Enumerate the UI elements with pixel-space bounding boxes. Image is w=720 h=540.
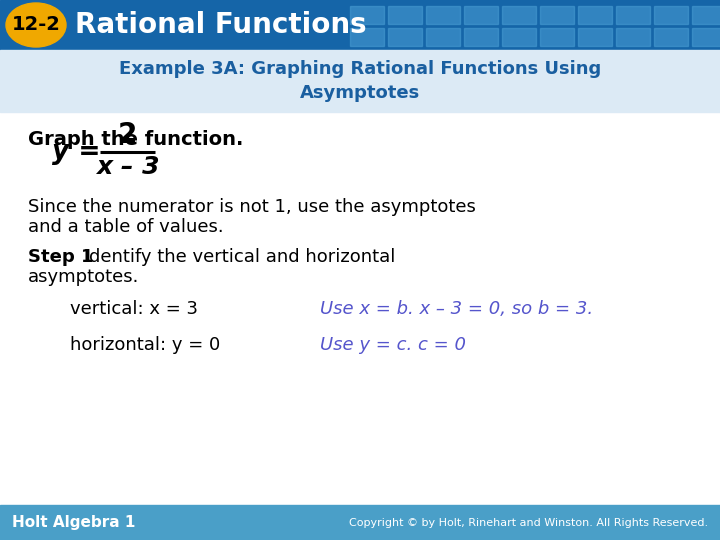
Bar <box>616 28 650 46</box>
Bar <box>654 28 688 46</box>
Bar <box>350 6 384 24</box>
Ellipse shape <box>6 3 66 47</box>
Bar <box>388 6 422 24</box>
Bar <box>0 50 720 112</box>
Text: 12-2: 12-2 <box>12 16 60 35</box>
Text: Graph the function.: Graph the function. <box>28 130 243 149</box>
Text: Asymptotes: Asymptotes <box>300 84 420 102</box>
Text: vertical: x = 3: vertical: x = 3 <box>70 300 198 318</box>
Text: Copyright © by Holt, Rinehart and Winston. All Rights Reserved.: Copyright © by Holt, Rinehart and Winsto… <box>349 517 708 528</box>
Text: and a table of values.: and a table of values. <box>28 218 224 236</box>
Text: Use x = b. x – 3 = 0, so b = 3.: Use x = b. x – 3 = 0, so b = 3. <box>320 300 593 318</box>
Text: 2: 2 <box>118 121 138 149</box>
Bar <box>692 6 720 24</box>
Text: Holt Algebra 1: Holt Algebra 1 <box>12 515 135 530</box>
Bar <box>502 6 536 24</box>
Text: Use y = c. c = 0: Use y = c. c = 0 <box>320 336 466 354</box>
Bar <box>692 28 720 46</box>
Bar <box>0 505 720 540</box>
Text: asymptotes.: asymptotes. <box>28 268 140 286</box>
Bar <box>0 0 720 50</box>
Text: Identify the vertical and horizontal: Identify the vertical and horizontal <box>78 248 395 266</box>
Bar <box>350 28 384 46</box>
Bar <box>388 28 422 46</box>
Text: Rational Functions: Rational Functions <box>75 11 366 39</box>
Bar <box>654 6 688 24</box>
Bar <box>540 6 574 24</box>
Bar <box>502 28 536 46</box>
Bar <box>426 28 460 46</box>
Bar <box>578 28 612 46</box>
Bar <box>578 6 612 24</box>
Bar <box>426 6 460 24</box>
Text: Step 1: Step 1 <box>28 248 94 266</box>
Bar <box>464 28 498 46</box>
Text: Since the numerator is not 1, use the asymptotes: Since the numerator is not 1, use the as… <box>28 198 476 216</box>
Text: Example 3A: Graphing Rational Functions Using: Example 3A: Graphing Rational Functions … <box>119 60 601 78</box>
Text: y =: y = <box>52 139 101 165</box>
Text: x – 3: x – 3 <box>96 155 159 179</box>
Bar <box>540 28 574 46</box>
Text: horizontal: y = 0: horizontal: y = 0 <box>70 336 220 354</box>
Bar <box>616 6 650 24</box>
Bar <box>464 6 498 24</box>
